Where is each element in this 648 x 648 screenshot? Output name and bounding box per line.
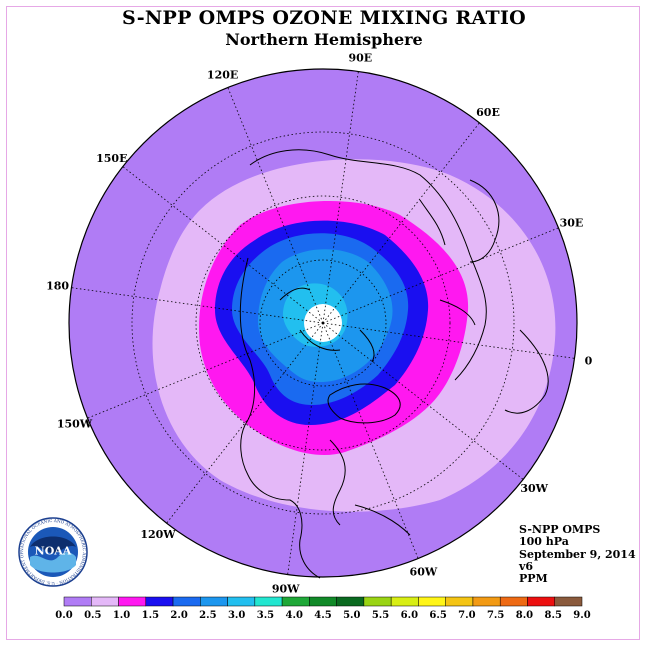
longitude-label-90w: 90W [272,582,300,595]
date-label: September 9, 2014 [519,547,636,561]
coastline-greenland [327,383,401,424]
longitude-label-30w: 30W [520,482,548,495]
colorbar-tick-label: 7.0 [458,610,475,621]
colorbar-swatch [336,596,365,607]
colorbar-swatch [418,596,446,607]
coastline-eurasia [249,149,500,381]
colorbar-swatch [390,596,419,607]
colorbar-swatch [499,596,528,607]
colorbar-tick-label: 3.0 [228,610,245,621]
colorbar-swatch [472,596,501,607]
colorbar-swatch [118,596,147,607]
map-title: S-NPP OMPS OZONE MIXING RATIO [121,7,527,29]
longitude-label-60w: 60W [410,565,438,578]
colorbar-tick-label: 1.5 [142,610,159,621]
instrument-label: S-NPP OMPS [519,523,601,536]
longitude-labels: 0 30E 60E 90E 120E 150E 180 150W 120W 90W 60W 30W [46,52,592,596]
logo-text: NOAA [35,545,72,558]
figure-frame [6,6,640,640]
colorbar-tick-label: 5.0 [343,610,360,621]
colorbar-tick-label: 7.5 [487,610,504,621]
colorbar-tick-label: 6.5 [429,610,446,621]
colorbar-tick-label: 8.0 [516,610,533,621]
longitude-label-0: 0 [585,354,593,367]
map-subtitle: Northern Hemisphere [225,30,423,49]
colorbar-tick-label: 1.0 [113,610,130,621]
colorbar-tick-label: 9.0 [573,610,590,621]
colorbar-swatch [527,596,555,607]
latitude-circle-30 [131,131,515,515]
noaa-logo: NOAA NATIONAL OCEANIC AND ATMOSPHERIC AD… [18,517,88,587]
colorbar-swatch [363,596,392,607]
ozone-field [69,69,577,577]
latitude-circle-70 [259,259,387,387]
longitude-label-180: 180 [46,280,69,293]
longitude-label-150e: 150E [96,152,127,165]
colorbar-tick-label: 8.5 [545,610,562,621]
coastlines [239,149,549,579]
colorbar-tick-label: 2.0 [170,610,187,621]
colorbar-tick-label: 0.5 [84,610,101,621]
coastline-north-america [239,257,411,579]
colorbar-swatch [200,596,228,607]
longitude-label-90e: 90E [348,52,372,65]
colorbar-swatch [172,596,201,607]
colorbar-swatch [281,596,310,607]
colorbar-tick-label: 0.0 [55,610,72,621]
colorbar-swatch [63,596,92,607]
longitude-label-120e: 120E [207,69,238,82]
colorbar-swatch [91,596,119,607]
longitude-label-60e: 60E [476,106,500,119]
version-label: v6 [519,559,534,573]
colorbar-swatch [554,596,583,607]
colorbar-tick-label: 5.5 [372,610,389,621]
coastline-arctic-islands [279,287,375,363]
colorbar-swatch [227,596,256,607]
latitude-circle-50 [195,195,451,451]
map-border [68,68,578,578]
colorbar-tick-label: 3.5 [257,610,274,621]
colorbar-tick-label: 4.5 [314,610,331,621]
colorbar-swatch [145,596,174,607]
colorbar-tick-label: 4.0 [286,610,303,621]
pressure-level-label: 100 hPa [519,535,569,549]
colorbar-tick-label: 2.5 [199,610,216,621]
longitude-label-30e: 30E [560,217,584,230]
colorbar-tick-label: 6.0 [401,610,418,621]
graticule [71,71,575,575]
longitude-label-150w: 150W [57,417,93,430]
coastline-africa [504,329,549,414]
colorbar: 0.0 0.5 1.0 1.5 2.0 2.5 3.0 3.5 4.0 4.5 5.0 5.5 6.0 6… [55,596,591,621]
colorbar-swatch [309,596,337,607]
units-label: PPM [519,572,548,586]
longitude-label-120w: 120W [140,528,176,541]
map-info: S-NPP OMPS 100 hPa September 9, 2014 v6 … [519,523,636,586]
colorbar-swatch [254,596,283,607]
colorbar-swatch [445,596,474,607]
